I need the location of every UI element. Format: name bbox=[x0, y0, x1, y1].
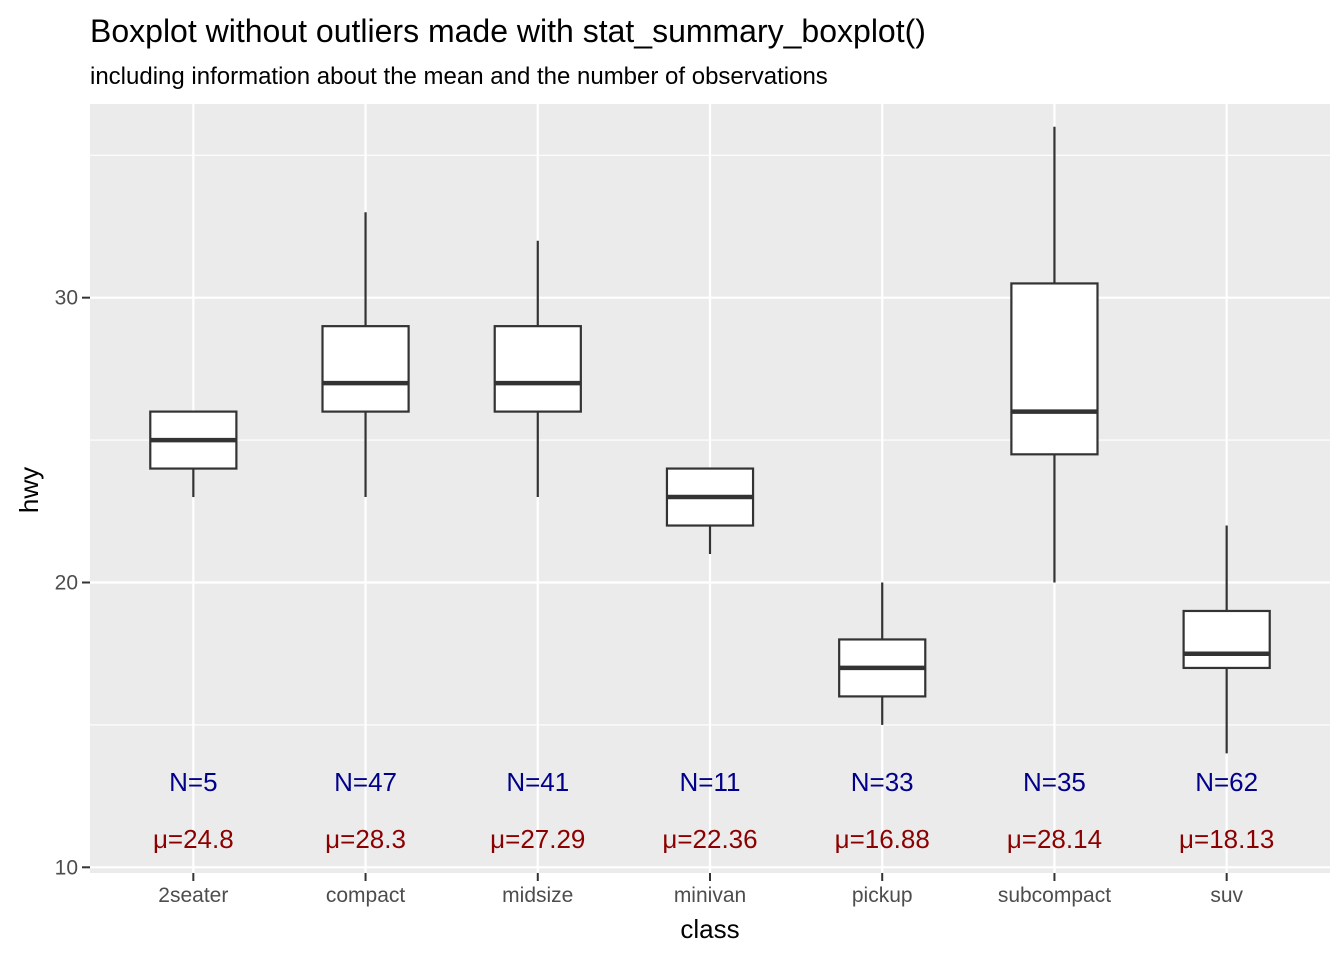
box-body bbox=[1182, 609, 1271, 670]
x-tick-label: pickup bbox=[852, 884, 913, 907]
y-tick-label: 10 bbox=[55, 856, 78, 879]
mean-label: μ=22.36 bbox=[662, 824, 757, 854]
count-label: N=47 bbox=[334, 767, 397, 797]
count-label: N=35 bbox=[1023, 767, 1086, 797]
mean-label: μ=28.3 bbox=[325, 824, 406, 854]
x-tick-label: subcompact bbox=[998, 884, 1111, 907]
box-pickup bbox=[838, 582, 927, 725]
mean-label: μ=28.14 bbox=[1007, 824, 1102, 854]
y-tick-label: 30 bbox=[55, 287, 78, 310]
x-axis: 2seater compact midsize minivan pickup subcom… bbox=[158, 873, 1244, 907]
count-label: N=11 bbox=[680, 767, 741, 797]
x-tick-label: midsize bbox=[502, 884, 573, 907]
mean-label: μ=18.13 bbox=[1179, 824, 1274, 854]
box-body bbox=[321, 325, 410, 413]
x-tick-label: 2seater bbox=[158, 884, 228, 907]
x-tick-label: minivan bbox=[674, 884, 746, 907]
x-axis-title: class bbox=[680, 914, 739, 944]
y-tick-label: 20 bbox=[55, 571, 78, 594]
box-compact bbox=[321, 212, 410, 498]
chart-subtitle: including information about the mean and… bbox=[90, 63, 828, 90]
chart-title: Boxplot without outliers made with stat_… bbox=[90, 13, 926, 49]
box-subcompact bbox=[1010, 126, 1099, 583]
mean-labels: μ=24.8 μ=28.3 μ=27.29 μ=22.36 μ=16.88 μ=28.14… bbox=[153, 824, 1274, 854]
mean-label: μ=16.88 bbox=[835, 824, 930, 854]
box-body bbox=[1010, 282, 1099, 456]
count-labels: N=5 N=47 N=41 N=11 N=33 N=35 N=62 bbox=[169, 767, 1258, 797]
count-label: N=33 bbox=[851, 767, 914, 797]
x-tick-label: compact bbox=[326, 884, 406, 907]
box-body bbox=[493, 325, 582, 413]
count-label: N=62 bbox=[1195, 767, 1258, 797]
y-axis-title: hwy bbox=[14, 467, 44, 513]
mean-label: μ=24.8 bbox=[153, 824, 234, 854]
box-midsize bbox=[493, 240, 582, 498]
count-label: N=41 bbox=[506, 767, 569, 797]
box-suv bbox=[1182, 525, 1271, 754]
x-tick-label: suv bbox=[1210, 884, 1243, 907]
mean-label: μ=27.29 bbox=[490, 824, 585, 854]
boxes bbox=[149, 126, 1271, 754]
box-2seater bbox=[149, 410, 238, 498]
count-label: N=5 bbox=[169, 767, 217, 797]
box-minivan bbox=[665, 467, 755, 555]
y-axis: 10 20 30 bbox=[55, 287, 90, 879]
